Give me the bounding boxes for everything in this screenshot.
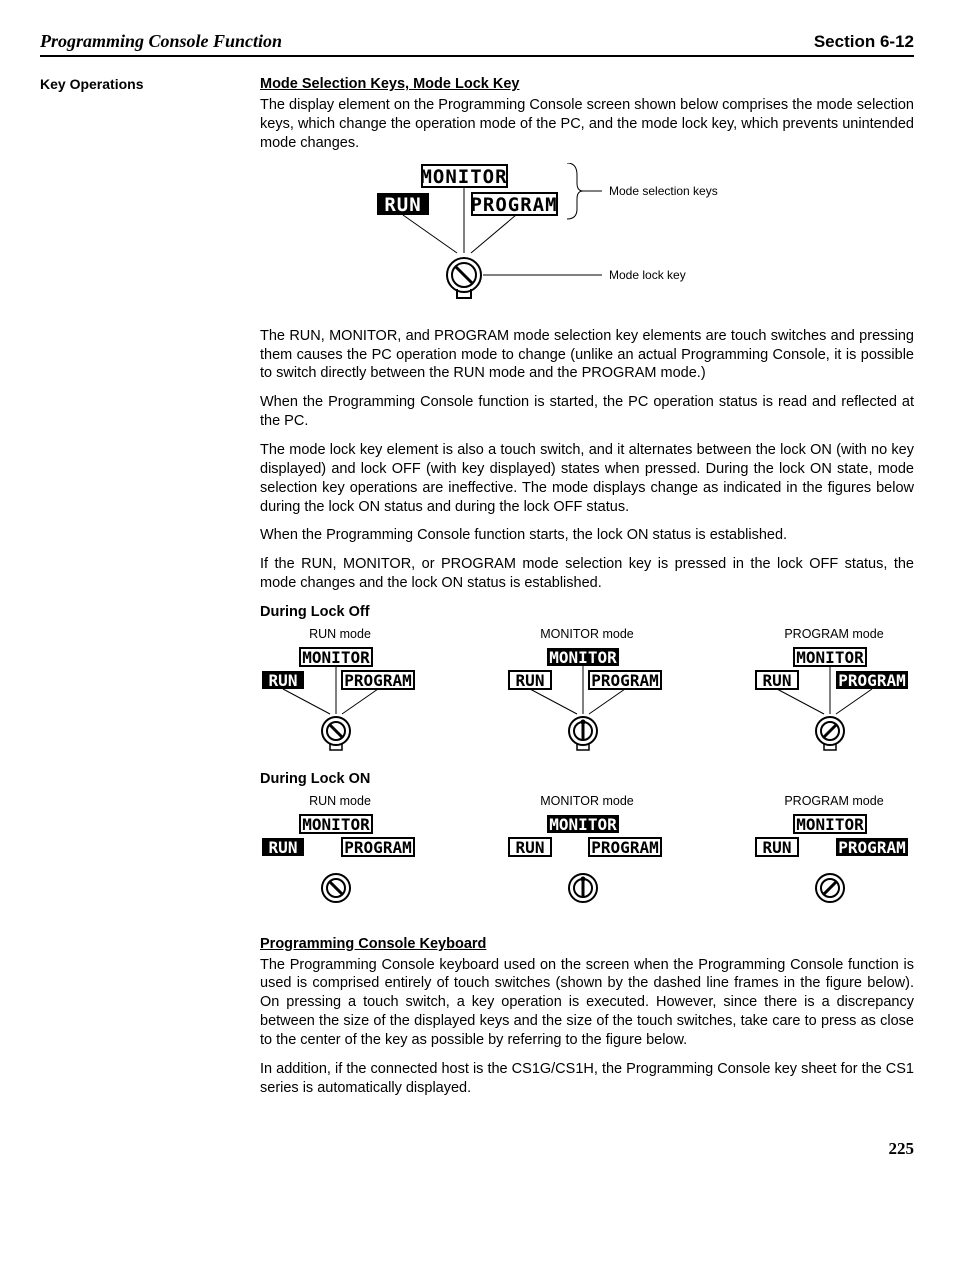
program-mode-label-2: PROGRAM mode xyxy=(754,793,914,809)
para-5: When the Programming Console function st… xyxy=(260,526,914,545)
monitor-key-label[interactable]: MONITOR xyxy=(420,166,507,188)
lock-on-monitor-lock-icon[interactable] xyxy=(569,874,597,902)
lockon-program-svg: MONITOR RUN PROGRAM xyxy=(754,813,914,913)
monitor-mode-label-2: MONITOR mode xyxy=(507,793,667,809)
lock-on-heading: During Lock ON xyxy=(260,770,914,789)
mode-selection-heading: Mode Selection Keys, Mode Lock Key xyxy=(260,75,914,94)
main-content: Mode Selection Keys, Mode Lock Key The d… xyxy=(260,75,914,1107)
main-mode-diagram: MONITOR RUN PROGRAM Mode selection keys xyxy=(260,163,914,313)
para-1: The display element on the Programming C… xyxy=(260,96,914,153)
keyboard-heading: Programming Console Keyboard xyxy=(260,935,914,954)
header-title: Programming Console Function xyxy=(40,30,282,53)
lockoff-monitor-cell: MONITOR mode MONITOR RUN PROGRAM xyxy=(507,626,667,762)
program-mode-label: PROGRAM mode xyxy=(754,626,914,642)
run-mode-label: RUN mode xyxy=(260,626,420,642)
page-header: Programming Console Function Section 6-1… xyxy=(40,30,914,57)
lock-off-program-lock-icon[interactable] xyxy=(816,717,844,750)
svg-text:PROGRAM[interactable]: PROGRAM xyxy=(838,671,905,690)
keyboard-p2: In addition, if the connected host is th… xyxy=(260,1060,914,1098)
lockoff-run-cell: RUN mode MONITOR RUN PROGRAM xyxy=(260,626,420,762)
svg-text:RUN[interactable]: RUN xyxy=(269,838,298,857)
svg-text:MONITOR[interactable]: MONITOR xyxy=(302,648,370,667)
lockoff-monitor-svg: MONITOR RUN PROGRAM xyxy=(507,646,667,756)
keyboard-p1: The Programming Console keyboard used on… xyxy=(260,956,914,1050)
run-key-label[interactable]: RUN xyxy=(384,194,421,216)
lockon-monitor-svg: MONITOR RUN PROGRAM xyxy=(507,813,667,913)
header-section: Section 6-12 xyxy=(814,31,914,53)
run-mode-label-2: RUN mode xyxy=(260,793,420,809)
mode-diagram-svg: MONITOR RUN PROGRAM Mode selection keys xyxy=(377,163,797,313)
mode-lock-icon[interactable] xyxy=(447,258,481,298)
lockoff-program-svg: MONITOR RUN PROGRAM xyxy=(754,646,914,756)
svg-text:MONITOR[interactable]: MONITOR xyxy=(549,815,617,834)
svg-text:RUN[interactable]: RUN xyxy=(269,671,298,690)
svg-text:MONITOR[interactable]: MONITOR xyxy=(302,815,370,834)
lock-off-heading: During Lock Off xyxy=(260,603,914,622)
svg-text:RUN[interactable]: RUN xyxy=(516,671,545,690)
monitor-mode-label: MONITOR mode xyxy=(507,626,667,642)
side-heading: Key Operations xyxy=(40,75,240,1107)
lock-on-program-lock-icon[interactable] xyxy=(816,874,844,902)
lock-off-row: RUN mode MONITOR RUN PROGRAM xyxy=(260,626,914,762)
lockon-run-svg: MONITOR RUN PROGRAM xyxy=(260,813,420,913)
lock-on-run-lock-icon[interactable] xyxy=(322,874,350,902)
svg-text:RUN[interactable]: RUN xyxy=(763,671,792,690)
svg-text:PROGRAM[interactable]: PROGRAM xyxy=(591,671,658,690)
program-key-label[interactable]: PROGRAM xyxy=(470,194,557,216)
svg-text:RUN[interactable]: RUN xyxy=(516,838,545,857)
callout-mode-keys: Mode selection keys xyxy=(609,184,718,198)
svg-text:MONITOR[interactable]: MONITOR xyxy=(796,648,864,667)
lock-off-monitor-lock-icon[interactable] xyxy=(569,717,597,750)
svg-text:PROGRAM[interactable]: PROGRAM xyxy=(344,671,411,690)
para-3: When the Programming Console function is… xyxy=(260,393,914,431)
svg-text:RUN[interactable]: RUN xyxy=(763,838,792,857)
lock-on-row: RUN mode MONITOR RUN PROGRAM xyxy=(260,793,914,919)
content-columns: Key Operations Mode Selection Keys, Mode… xyxy=(40,75,914,1107)
para-4: The mode lock key element is also a touc… xyxy=(260,441,914,516)
svg-text:MONITOR[interactable]: MONITOR xyxy=(796,815,864,834)
lock-off-run-lock-icon[interactable] xyxy=(322,717,350,750)
svg-text:PROGRAM[interactable]: PROGRAM xyxy=(591,838,658,857)
para-2: The RUN, MONITOR, and PROGRAM mode selec… xyxy=(260,327,914,384)
lockoff-program-cell: PROGRAM mode MONITOR RUN PROGRAM xyxy=(754,626,914,762)
page-number: 225 xyxy=(40,1138,914,1160)
lockon-program-cell: PROGRAM mode MONITOR RUN PROGRAM xyxy=(754,793,914,919)
svg-text:PROGRAM[interactable]: PROGRAM xyxy=(344,838,411,857)
lockon-monitor-cell: MONITOR mode MONITOR RUN PROGRAM xyxy=(507,793,667,919)
lockoff-run-svg: MONITOR RUN PROGRAM xyxy=(260,646,420,756)
svg-text:MONITOR[interactable]: MONITOR xyxy=(549,648,617,667)
lockon-run-cell: RUN mode MONITOR RUN PROGRAM xyxy=(260,793,420,919)
svg-text:PROGRAM[interactable]: PROGRAM xyxy=(838,838,905,857)
para-6: If the RUN, MONITOR, or PROGRAM mode sel… xyxy=(260,555,914,593)
callout-lock-key: Mode lock key xyxy=(609,268,686,282)
